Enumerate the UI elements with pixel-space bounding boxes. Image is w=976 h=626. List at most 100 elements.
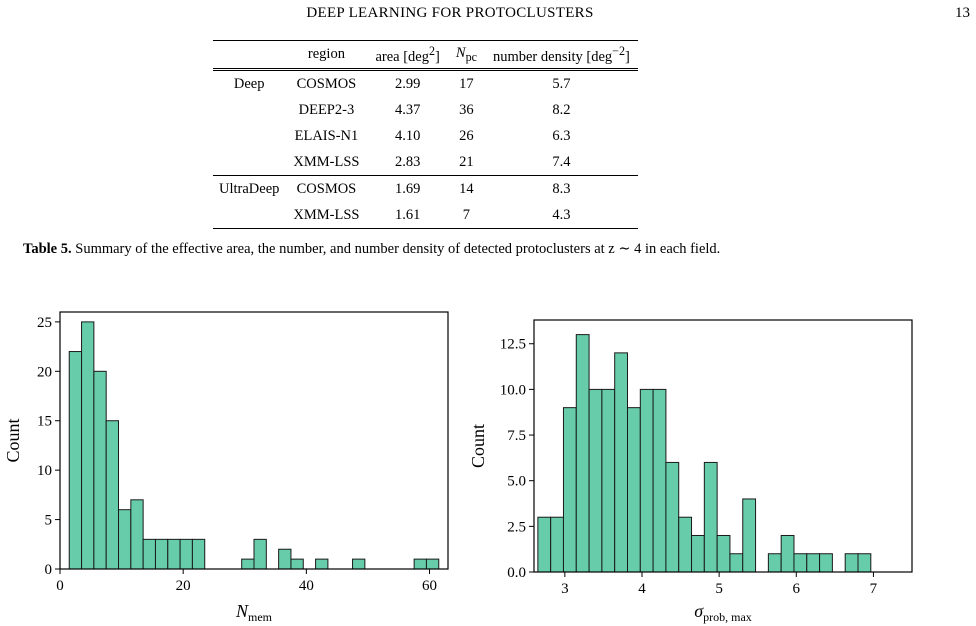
histogram-bar [550,516,564,573]
histogram-bar [179,538,193,570]
histogram-bar [81,321,95,570]
y-tick-label: 5 [45,513,53,529]
cell-density: 5.7 [552,75,571,92]
cell-region: COSMOS [296,180,357,197]
histogram-bar [142,538,156,570]
y-tick-label: 10 [37,463,52,479]
x-axis-label: σprob, max [694,601,752,624]
running-title: DEEP LEARNING FOR PROTOCLUSTERS [306,5,594,21]
cell-npc: 21 [447,149,485,176]
histogram-bar [716,534,731,573]
histogram-bar [703,461,718,573]
histogram-bar [290,558,304,570]
histogram-bar [729,553,744,573]
cell-area: 2.83 [367,149,448,176]
y-tick-label: 15 [37,414,52,430]
x-tick-label: 20 [176,578,191,594]
histogram-bar [614,352,628,573]
table-header-row: region area [deg2] Npc number density [d… [213,40,638,71]
cell-area: 4.37 [394,101,421,118]
histogram-bar [857,553,872,573]
x-tick-label: 5 [715,581,723,597]
histogram-bar [352,558,366,570]
histogram-bar [425,558,440,570]
histogram-bar [626,407,641,573]
cell-area: 2.99 [394,75,421,92]
x-tick-label: 0 [56,578,64,594]
histogram-bar [780,534,795,573]
histogram-bar [278,548,292,570]
x-tick-label: 3 [561,581,569,597]
x-tick-label: 6 [793,581,801,597]
table-row: UltraDeep COSMOS 1.69 14 8.3 [213,176,638,203]
histogram-bar [154,538,169,570]
table-row: DEEP2-3 4.37 36 8.2 [213,97,638,123]
page-header: DEEP LEARNING FOR PROTOCLUSTERS 13 [0,5,976,25]
table-row: XMM-LSS 1.61 7 4.3 [213,202,638,229]
y-axis-label: Count [3,418,23,462]
histogram-bar [241,558,255,570]
histogram-sigma-prob-max: 3 4 5 6 7 0.0 2.5 5.0 7.5 10.0 12.5 Count σprob, max [468,319,913,624]
plot-frame [59,311,449,570]
cell-density: 4.3 [484,202,638,229]
table-row: ELAIS-N1 4.10 26 6.3 [213,123,638,149]
cell-npc: 14 [459,180,474,197]
histogram-bar [191,538,206,570]
cell-region: ELAIS-N1 [294,127,359,144]
plot-frame [533,319,913,573]
header-area: area [deg2] [367,40,448,71]
histogram-bar [253,538,267,570]
cell-region: XMM-LSS [285,149,368,176]
cell-region: COSMOS [296,75,357,92]
caption-label: Table 5. [23,241,72,257]
y-axis-label: Count [468,424,488,468]
x-tick-label: 7 [870,581,878,597]
y-tick-label: 2.5 [507,519,526,535]
histogram-bar [678,516,693,573]
group-label-empty [213,97,285,123]
cell-npc: 36 [459,101,474,118]
group-label-empty [213,123,285,149]
group-label: Deep [233,75,265,92]
histogram-bar [691,534,705,573]
cell-npc: 7 [447,202,485,229]
header-group [213,40,286,71]
cell-area: 4.10 [394,127,421,144]
y-tick-label: 0 [45,562,53,578]
histogram-bar [665,461,680,573]
header-density: number density [deg−2] [484,40,638,71]
table-row: Deep COSMOS 2.99 17 5.7 [213,70,638,98]
histogram-bar [575,334,590,573]
y-tick-label: 12.5 [500,337,526,353]
y-tick-label: 20 [37,364,52,380]
caption-text: Summary of the effective area, the numbe… [75,241,721,257]
histogram-bar [844,553,859,573]
histogram-bar [68,351,83,570]
histogram-bar [130,499,144,570]
histogram-bar [601,388,616,573]
x-axis-label: Nmem [235,601,273,624]
x-tick-label: 40 [299,578,314,594]
cell-npc: 26 [459,127,474,144]
x-tick-label: 4 [638,581,646,597]
histogram-bar [639,388,654,573]
table-caption: Table 5. Summary of the effective area, … [23,241,720,258]
table-row: XMM-LSS 2.83 21 7.4 [213,149,638,176]
group-label-empty [213,202,286,229]
histogram-bar [742,498,757,573]
cell-density: 7.4 [484,149,638,176]
histogram-bar [413,558,427,570]
group-label-empty [213,149,286,176]
y-tick-label: 10.0 [500,382,526,398]
x-tick-label: 60 [422,578,437,594]
group-label: UltraDeep [219,180,280,197]
summary-table: region area [deg2] Npc number density [d… [213,40,638,229]
histogram-bar [105,420,120,570]
cell-region: XMM-LSS [285,202,368,229]
cell-density: 6.3 [552,127,571,144]
header-region: region [285,40,368,71]
page-number: 13 [955,5,970,21]
histogram-bar [819,553,833,573]
y-tick-label: 0.0 [507,565,526,581]
y-tick-label: 25 [37,315,52,331]
